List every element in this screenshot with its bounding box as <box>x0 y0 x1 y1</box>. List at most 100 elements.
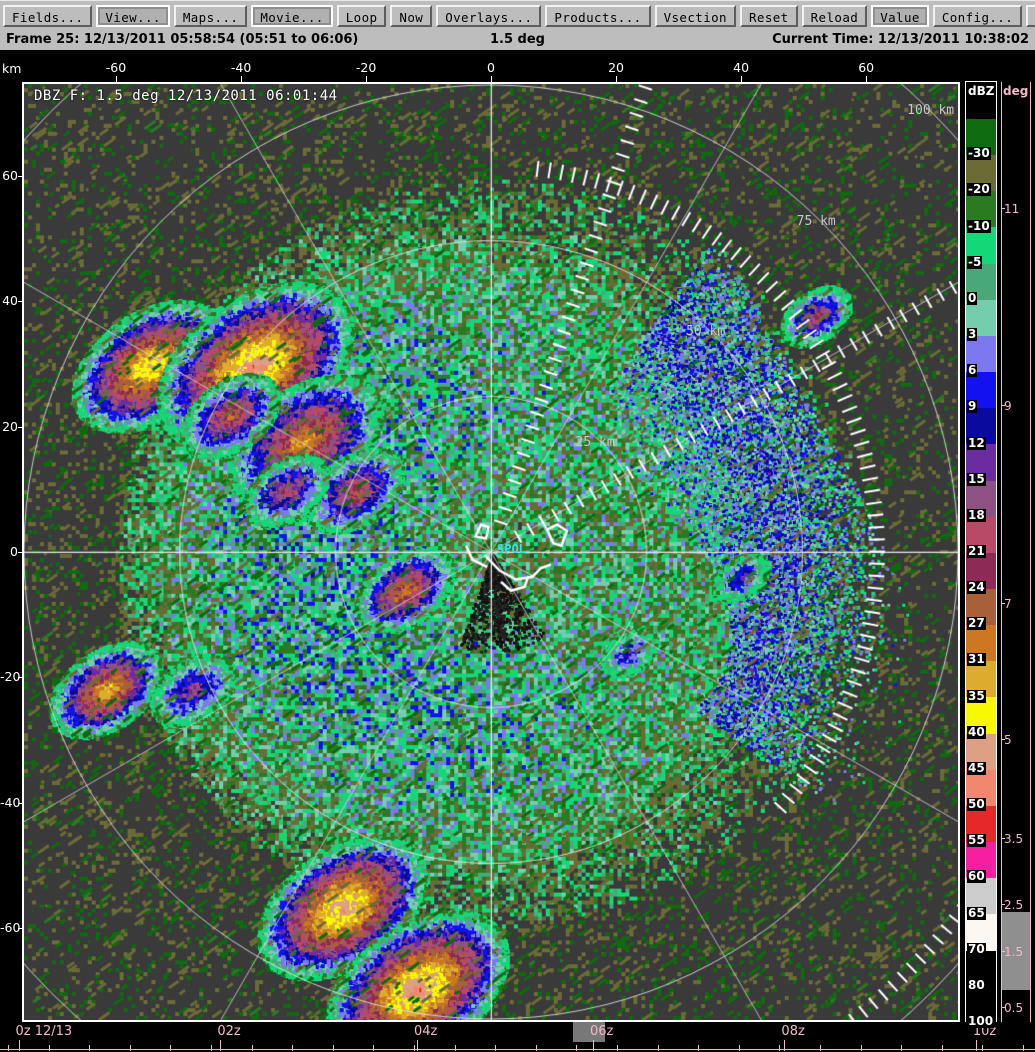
x-axis-top: km -60 -40 -20 0 20 40 60 <box>0 56 960 82</box>
x-axis-tick-label: -40 <box>230 60 252 75</box>
y-axis-tick-mark <box>18 677 23 679</box>
time-axis[interactable]: 0z 12/13 02z 04z 06z 08z 10z <box>0 1022 1035 1052</box>
x-axis-tick-mark <box>616 76 618 82</box>
color-scale-tick-label: 80 <box>967 977 986 992</box>
x-axis-tick-label: 40 <box>733 60 750 75</box>
x-axis-tick-mark <box>741 76 743 82</box>
elevation-tick-label[interactable]: 9 <box>1001 399 1012 414</box>
color-scale-tick-label: 27 <box>967 616 986 631</box>
color-scale-tick-label: -20 <box>967 182 991 197</box>
y-axis-tick-label: -60 <box>0 920 21 935</box>
range-ring-label: 100 km <box>907 102 955 118</box>
y-axis-tick-label: 60 <box>2 168 18 183</box>
color-scale-tick-label: 35 <box>967 688 986 703</box>
y-axis-tick-mark <box>18 802 23 804</box>
range-ring-label: 50 km <box>686 324 726 340</box>
time-axis-major-tick <box>592 1040 594 1051</box>
time-axis-minor-tick <box>129 1045 131 1051</box>
reset-button[interactable]: Reset <box>739 4 798 27</box>
elevation-tick-label[interactable]: 3.5 <box>1000 831 1024 846</box>
radar-site-label: SPOL <box>497 542 526 556</box>
time-axis-minor-tick <box>820 1045 821 1051</box>
time-axis-major-tick <box>784 1040 786 1051</box>
time-axis-label: 06z <box>589 1024 614 1039</box>
elevation-tick-label[interactable]: 7 <box>1001 596 1012 611</box>
time-axis-current-frame-highlight[interactable] <box>572 1022 605 1042</box>
time-axis-minor-tick <box>454 1045 456 1051</box>
y-axis-tick-label: 40 <box>2 293 18 309</box>
time-axis-minor-tick <box>251 1045 253 1051</box>
time-axis-minor-tick <box>48 1045 50 1051</box>
time-axis-minor-tick <box>373 1045 375 1051</box>
time-axis-minor-tick <box>170 1045 172 1051</box>
y-axis-left: 60 40 20 0 -20 -40 -60 <box>0 82 23 1022</box>
radar-ppi-canvas[interactable]: DBZ F: 1.5 deg 12/13/2011 06:01:44 SPOL … <box>22 82 960 1022</box>
color-scale-tick-label: -30 <box>967 146 991 161</box>
y-axis-tick-label: -40 <box>0 794 21 810</box>
color-scale-tick-label: 15 <box>967 471 986 486</box>
time-axis-major-tick <box>975 1040 977 1051</box>
color-scale-unit-label: dBZ <box>968 84 995 98</box>
y-axis-tick-label: -20 <box>0 669 21 685</box>
elevation-angle-axis[interactable]: 11 9 7 5 3.5 2.5 1.5 0.5 <box>1000 82 1031 1022</box>
x-axis-unit-label: km <box>2 61 22 76</box>
time-axis-major-tick <box>220 1040 222 1051</box>
plot-title: DBZ F: 1.5 deg 12/13/2011 06:01:44 <box>34 88 338 104</box>
fields-button[interactable]: Fields... <box>3 4 93 27</box>
view-button[interactable]: View... <box>96 4 170 27</box>
color-scale-tick-label: 50 <box>967 797 986 812</box>
time-axis-minor-tick <box>738 1045 740 1051</box>
elevation-unit-label: deg <box>1003 84 1029 98</box>
overlays-button[interactable]: Overlays... <box>436 4 542 27</box>
time-axis-label: 08z <box>781 1024 805 1039</box>
products-button[interactable]: Products... <box>545 4 651 27</box>
elevation-tick-label[interactable]: 5 <box>1001 733 1012 747</box>
loop-button[interactable]: Loop <box>336 4 387 27</box>
y-axis-tick-label: 0 <box>10 544 18 559</box>
elevation-selected-highlight[interactable] <box>1002 911 1030 990</box>
exit-button[interactable]: Exit <box>1026 4 1035 27</box>
x-axis-tick-mark <box>491 76 492 82</box>
color-scale-tick-label: 55 <box>967 833 986 848</box>
color-scale-tick-label: 0 <box>967 290 978 305</box>
color-scale-tick-label: 40 <box>967 724 986 739</box>
current-time-label: Current Time: 12/13/2011 10:38:02 <box>772 32 1029 47</box>
time-axis-minor-tick <box>860 1045 862 1051</box>
config-button[interactable]: Config... <box>932 4 1023 27</box>
y-axis-tick-mark <box>18 552 23 553</box>
color-scale-tick-label: 18 <box>967 507 986 522</box>
elevation-tick-label[interactable]: 0.5 <box>1000 1000 1024 1015</box>
time-axis-minor-tick <box>941 1045 943 1051</box>
reload-button[interactable]: Reload <box>801 4 868 27</box>
time-axis-label: 04z <box>414 1024 438 1039</box>
x-axis-tick-label: 0 <box>487 60 495 75</box>
dbz-color-scale[interactable]: 100 80 70 65 60 55 50 45 40 35 31 27 24 21 18 15 12 9 6 3 0 -… <box>965 81 997 1028</box>
main-toolbar: Fields... View... Maps... Movie... Loop Now Ov… <box>0 0 1035 30</box>
y-axis-tick-mark <box>18 176 23 177</box>
time-axis-minor-tick <box>535 1045 537 1051</box>
radar-echo-canvas[interactable] <box>24 84 958 1020</box>
movie-button[interactable]: Movie... <box>251 4 333 27</box>
color-scale-tick-label: 45 <box>967 760 986 775</box>
color-scale-tick-label: 70 <box>967 941 986 956</box>
color-scale-tick-label: 65 <box>967 905 986 920</box>
time-axis-minor-tick <box>779 1045 781 1051</box>
maps-button[interactable]: Maps... <box>173 4 248 27</box>
color-scale-segment[interactable] <box>966 82 996 119</box>
elevation-label: 1.5 deg <box>490 32 545 47</box>
elevation-tick-label[interactable]: 2.5 <box>1000 897 1024 912</box>
elevation-tick-label[interactable]: 11 <box>1000 201 1020 216</box>
time-axis-minor-tick <box>901 1045 903 1051</box>
elevation-tick-label[interactable]: 1.5 <box>1000 944 1024 959</box>
vsection-button[interactable]: Vsection <box>654 4 736 27</box>
color-scale-tick-label: 9 <box>967 399 978 414</box>
value-button[interactable]: Value <box>871 4 929 27</box>
time-axis-minor-tick <box>576 1045 578 1051</box>
time-axis-minor-tick <box>617 1045 618 1051</box>
now-button[interactable]: Now <box>390 4 433 27</box>
color-scale-tick-label: 31 <box>967 652 986 667</box>
time-axis-minor-tick <box>8 1045 9 1051</box>
color-scale-tick-label: -10 <box>967 218 991 233</box>
x-axis-tick-mark <box>115 76 117 82</box>
